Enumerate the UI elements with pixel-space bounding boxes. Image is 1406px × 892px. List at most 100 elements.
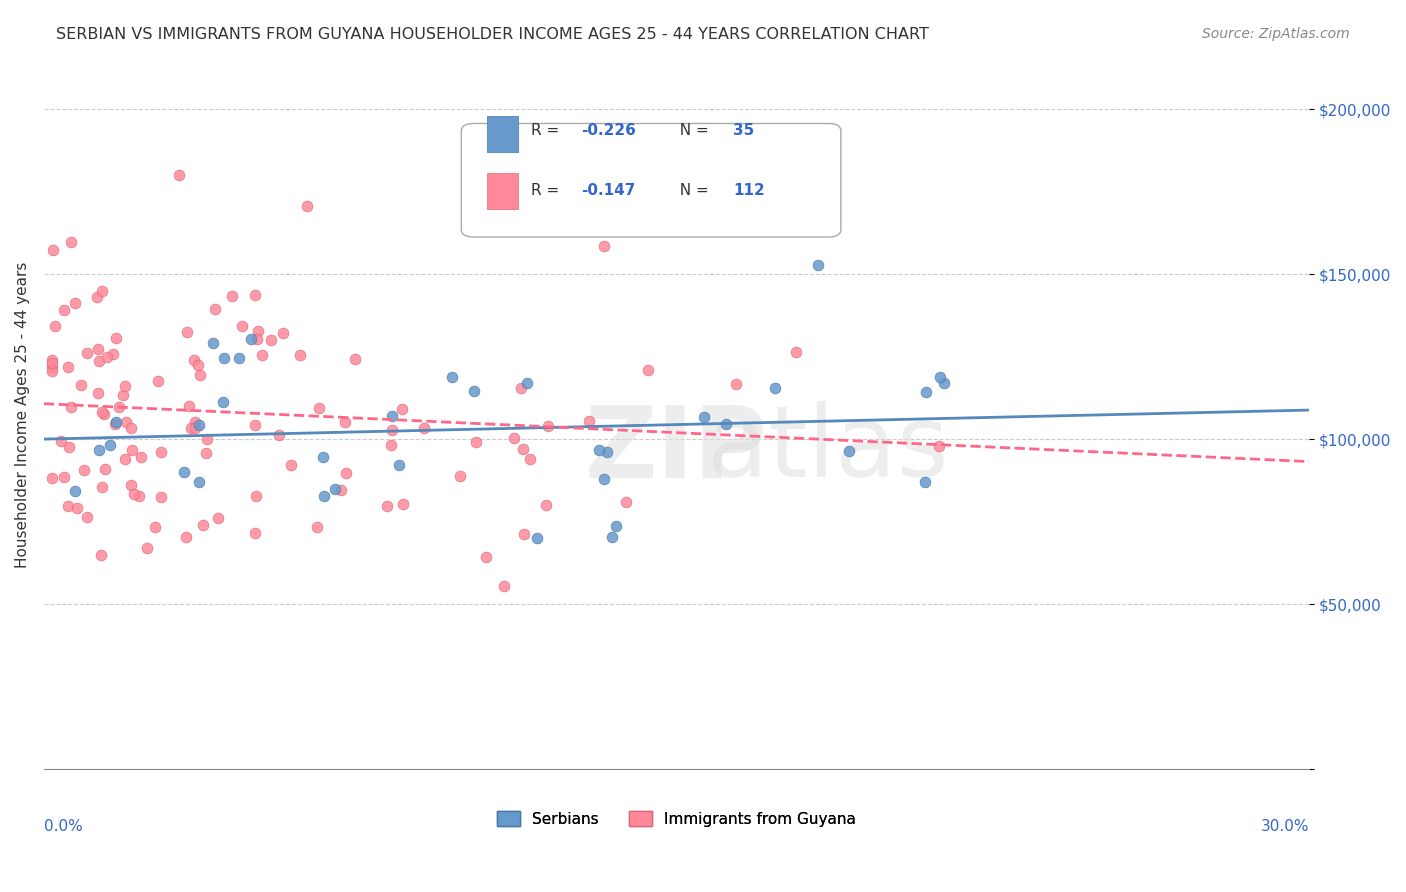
Immigrants from Guyana [76, 509, 98, 524]
Immigrants from Guyana [207, 511, 229, 525]
Immigrants from Guyana [475, 550, 498, 565]
Immigrants from Guyana [73, 463, 96, 477]
Immigrants from Guyana [53, 469, 76, 483]
Immigrants from Guyana [114, 379, 136, 393]
FancyBboxPatch shape [486, 116, 519, 152]
Immigrants from Guyana [96, 350, 118, 364]
Serbians [228, 351, 250, 365]
Immigrants from Guyana [150, 490, 173, 504]
Immigrants from Guyana [503, 431, 526, 445]
Serbians [929, 370, 952, 384]
Immigrants from Guyana [177, 399, 200, 413]
Serbians [214, 351, 236, 365]
Serbians [932, 376, 955, 391]
Serbians [98, 438, 121, 452]
Immigrants from Guyana [194, 446, 217, 460]
Immigrants from Guyana [44, 319, 66, 334]
Immigrants from Guyana [120, 420, 142, 434]
Immigrants from Guyana [90, 405, 112, 419]
FancyBboxPatch shape [461, 123, 841, 237]
Immigrants from Guyana [308, 401, 330, 415]
Immigrants from Guyana [105, 331, 128, 345]
Immigrants from Guyana [66, 500, 89, 515]
Immigrants from Guyana [136, 541, 159, 555]
Immigrants from Guyana [305, 520, 328, 534]
Immigrants from Guyana [221, 289, 243, 303]
Immigrants from Guyana [245, 489, 267, 503]
Immigrants from Guyana [614, 494, 637, 508]
Immigrants from Guyana [245, 526, 267, 541]
Legend: Serbians, Immigrants from Guyana: Serbians, Immigrants from Guyana [491, 805, 862, 832]
Serbians [105, 415, 128, 429]
Serbians [915, 384, 938, 399]
Immigrants from Guyana [94, 462, 117, 476]
Immigrants from Guyana [128, 489, 150, 503]
Immigrants from Guyana [101, 346, 124, 360]
Serbians [323, 482, 346, 496]
Immigrants from Guyana [124, 487, 146, 501]
Serbians [463, 384, 485, 399]
Immigrants from Guyana [343, 351, 366, 366]
Immigrants from Guyana [449, 469, 471, 483]
Serbians [381, 409, 404, 424]
Text: N =: N = [671, 184, 714, 198]
Immigrants from Guyana [245, 288, 267, 302]
Immigrants from Guyana [578, 414, 600, 428]
Serbians [914, 475, 936, 489]
Immigrants from Guyana [381, 423, 404, 437]
Immigrants from Guyana [59, 235, 82, 250]
Immigrants from Guyana [180, 421, 202, 435]
Immigrants from Guyana [188, 368, 211, 383]
Immigrants from Guyana [120, 478, 142, 492]
Serbians [65, 484, 87, 499]
Immigrants from Guyana [49, 434, 72, 448]
Serbians [312, 450, 335, 464]
Immigrants from Guyana [41, 356, 63, 370]
Immigrants from Guyana [52, 303, 75, 318]
Text: atlas: atlas [707, 401, 949, 499]
Immigrants from Guyana [329, 483, 352, 498]
Serbians [212, 394, 235, 409]
Immigrants from Guyana [176, 325, 198, 339]
Immigrants from Guyana [91, 284, 114, 298]
Serbians [807, 258, 830, 272]
Serbians [239, 332, 262, 346]
Immigrants from Guyana [129, 450, 152, 464]
Immigrants from Guyana [724, 377, 747, 392]
Text: 35: 35 [734, 123, 755, 138]
Immigrants from Guyana [86, 290, 108, 304]
Immigrants from Guyana [512, 442, 534, 456]
Text: N =: N = [671, 123, 714, 138]
Immigrants from Guyana [59, 400, 82, 414]
Immigrants from Guyana [41, 364, 63, 378]
Immigrants from Guyana [103, 417, 125, 431]
Serbians [593, 472, 616, 486]
Immigrants from Guyana [63, 296, 86, 310]
Immigrants from Guyana [536, 418, 558, 433]
Serbians [693, 409, 716, 424]
Y-axis label: Householder Income Ages 25 - 44 years: Householder Income Ages 25 - 44 years [15, 261, 30, 567]
Immigrants from Guyana [90, 548, 112, 562]
Text: Source: ZipAtlas.com: Source: ZipAtlas.com [1202, 27, 1350, 41]
Serbians [388, 458, 411, 473]
Immigrants from Guyana [187, 359, 209, 373]
Immigrants from Guyana [512, 527, 534, 541]
Immigrants from Guyana [267, 427, 290, 442]
Immigrants from Guyana [260, 333, 283, 347]
Immigrants from Guyana [637, 362, 659, 376]
Immigrants from Guyana [115, 415, 138, 429]
Immigrants from Guyana [87, 342, 110, 356]
Immigrants from Guyana [534, 499, 557, 513]
Serbians [440, 370, 463, 384]
Text: ZIP: ZIP [585, 401, 768, 499]
Immigrants from Guyana [785, 344, 807, 359]
Immigrants from Guyana [510, 381, 533, 395]
Serbians [516, 376, 538, 390]
Immigrants from Guyana [184, 420, 207, 434]
Immigrants from Guyana [391, 402, 413, 417]
Immigrants from Guyana [413, 421, 436, 435]
Serbians [188, 418, 211, 433]
Immigrants from Guyana [93, 408, 115, 422]
Serbians [201, 335, 224, 350]
Serbians [605, 519, 627, 533]
